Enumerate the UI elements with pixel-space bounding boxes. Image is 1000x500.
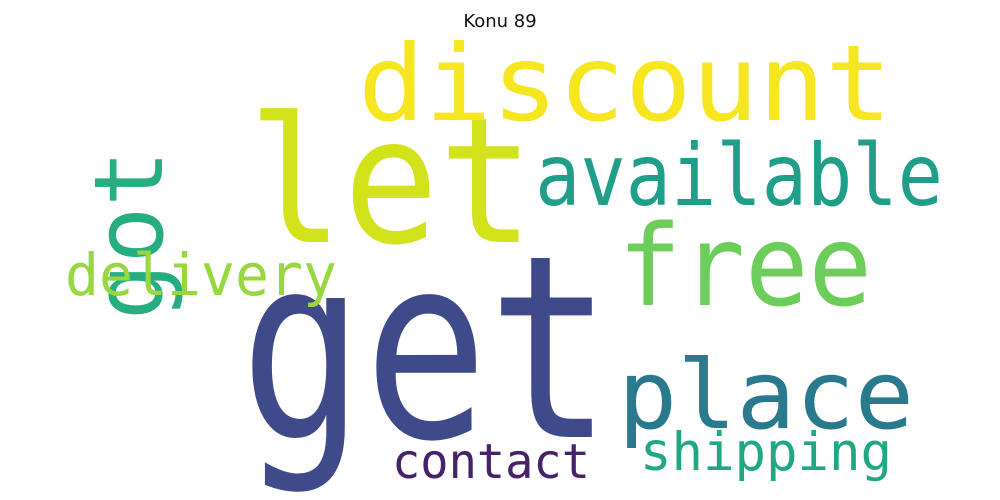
word-free: free: [618, 202, 872, 332]
word-available: available: [535, 126, 943, 226]
word-delivery: delivery: [65, 241, 337, 309]
word-discount: discount: [358, 23, 892, 145]
word-let: let: [248, 81, 534, 284]
word-place: place: [618, 341, 914, 451]
chart-title: Konu 89: [463, 11, 537, 32]
word-shipping: shipping: [640, 422, 892, 483]
word-got: got: [75, 150, 185, 320]
word-get: get: [240, 201, 612, 498]
word-contact: contact: [392, 434, 590, 490]
